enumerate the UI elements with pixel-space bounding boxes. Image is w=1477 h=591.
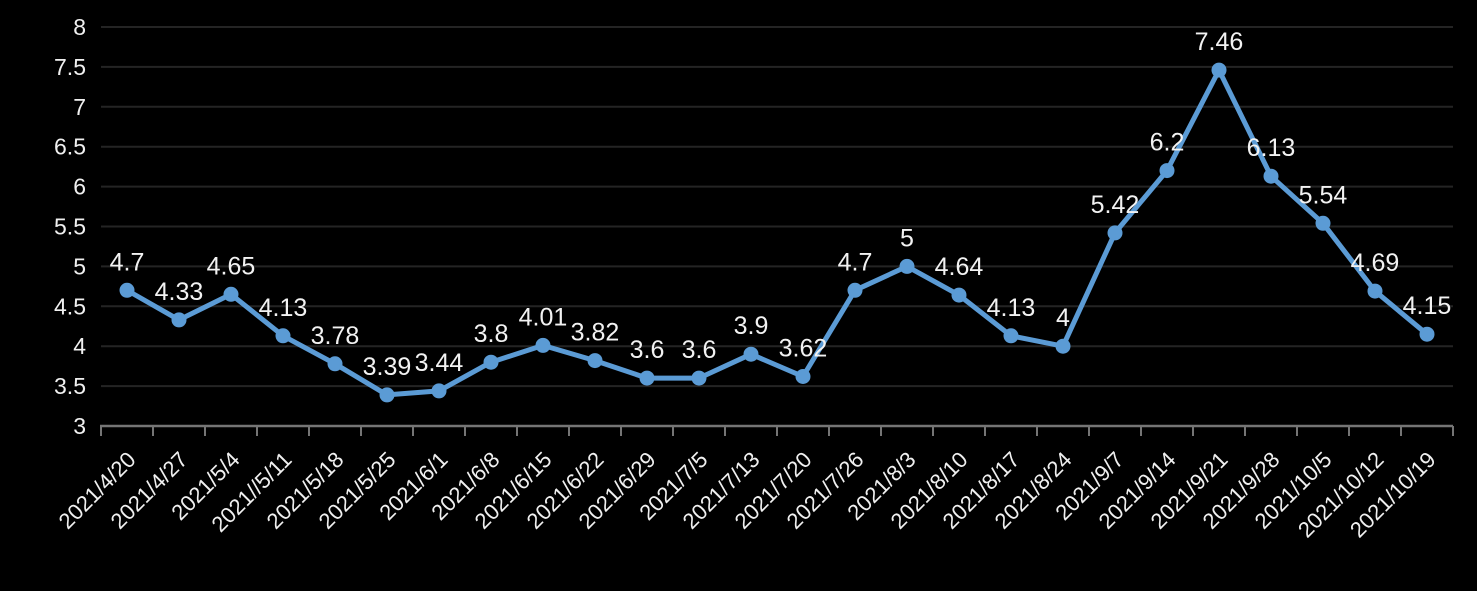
data-point-marker bbox=[119, 282, 135, 298]
y-tick-label: 6.5 bbox=[54, 134, 86, 160]
data-point-marker bbox=[1107, 225, 1123, 241]
x-axis-labels: 2021/4/202021/4/272021/5/42021//5/112021… bbox=[54, 447, 1441, 543]
data-point-marker bbox=[1315, 215, 1331, 231]
data-label: 3.6 bbox=[630, 336, 665, 364]
data-label: 3.78 bbox=[311, 322, 360, 350]
data-label: 4.65 bbox=[207, 252, 256, 280]
data-point-marker bbox=[639, 370, 655, 386]
data-label: 3.8 bbox=[474, 320, 509, 348]
data-point-marker bbox=[899, 258, 915, 274]
data-point-marker bbox=[1367, 283, 1383, 299]
y-axis-labels: 3 3.5 4 4.5 5 5.5 6 6.5 7 7.5 8 bbox=[54, 14, 86, 439]
data-label: 3.62 bbox=[779, 335, 828, 363]
data-label: 4.64 bbox=[935, 253, 984, 281]
data-point-marker bbox=[1159, 163, 1175, 179]
y-tick-label: 3 bbox=[73, 413, 86, 439]
data-label: 4.7 bbox=[838, 248, 873, 276]
data-label: 3.82 bbox=[571, 319, 620, 347]
data-label: 7.46 bbox=[1195, 28, 1244, 56]
data-label: 5.54 bbox=[1299, 181, 1348, 209]
chart-gridlines bbox=[101, 26, 1453, 388]
data-point-marker bbox=[1263, 168, 1279, 184]
series-markers bbox=[119, 62, 1435, 403]
data-point-marker bbox=[223, 286, 239, 302]
data-point-marker bbox=[847, 282, 863, 298]
data-label: 6.13 bbox=[1247, 134, 1296, 162]
data-point-marker bbox=[327, 356, 343, 372]
data-label: 5 bbox=[900, 224, 914, 252]
y-tick-label: 7.5 bbox=[54, 54, 86, 80]
y-tick-label: 7 bbox=[73, 94, 86, 120]
data-point-marker bbox=[171, 312, 187, 328]
data-point-marker bbox=[275, 328, 291, 344]
data-label: 4 bbox=[1056, 304, 1070, 332]
data-point-marker bbox=[1003, 328, 1019, 344]
x-axis bbox=[100, 424, 1454, 436]
data-label: 4.33 bbox=[155, 278, 204, 306]
data-label: 3.39 bbox=[363, 353, 412, 381]
y-tick-label: 5.5 bbox=[54, 214, 86, 240]
y-tick-label: 8 bbox=[73, 14, 86, 40]
data-point-marker bbox=[1211, 62, 1227, 78]
data-point-marker bbox=[795, 369, 811, 384]
series-line bbox=[124, 67, 1430, 398]
data-label: 6.2 bbox=[1150, 129, 1185, 157]
y-tick-label: 5 bbox=[73, 253, 86, 279]
data-label: 4.69 bbox=[1351, 249, 1400, 277]
data-label: 3.44 bbox=[415, 349, 464, 377]
data-point-marker bbox=[743, 346, 759, 362]
data-label: 3.6 bbox=[682, 336, 717, 364]
data-point-marker bbox=[535, 337, 551, 353]
data-point-marker bbox=[483, 354, 499, 370]
data-point-marker bbox=[691, 370, 707, 386]
data-label: 5.42 bbox=[1091, 191, 1140, 219]
data-label: 4.01 bbox=[519, 303, 568, 331]
data-label: 4.15 bbox=[1403, 292, 1452, 320]
data-label: 4.13 bbox=[259, 294, 308, 322]
data-point-marker bbox=[1419, 326, 1435, 342]
data-point-marker bbox=[587, 353, 603, 369]
data-label: 3.9 bbox=[734, 312, 769, 340]
y-tick-label: 4.5 bbox=[54, 293, 86, 319]
data-point-marker bbox=[431, 383, 447, 399]
y-tick-label: 4 bbox=[73, 333, 86, 359]
y-tick-label: 3.5 bbox=[54, 373, 86, 399]
data-label: 4.7 bbox=[110, 248, 145, 276]
data-point-marker bbox=[379, 387, 395, 403]
data-point-marker bbox=[1055, 338, 1071, 354]
data-labels: 4.74.334.654.133.783.39 3.443.84.013.823.… bbox=[110, 28, 1452, 381]
y-tick-label: 6 bbox=[73, 174, 86, 200]
data-label: 4.13 bbox=[987, 294, 1036, 322]
data-point-marker bbox=[951, 287, 967, 303]
